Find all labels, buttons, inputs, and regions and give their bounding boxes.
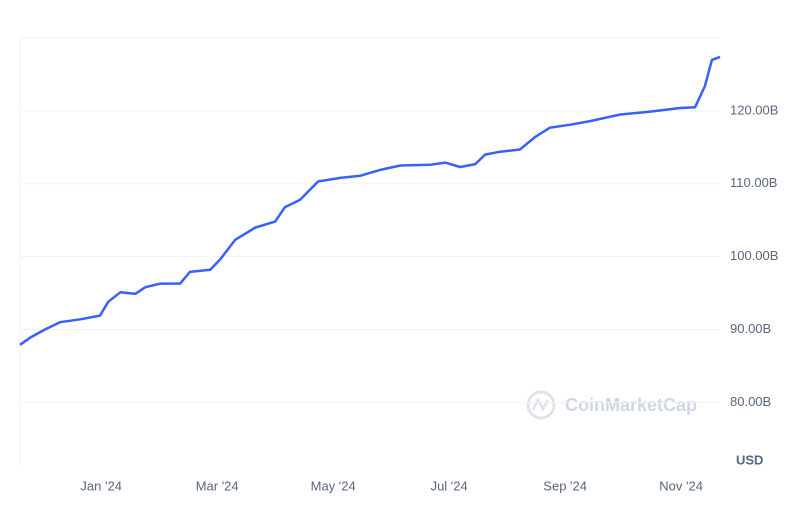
y-tick-label: 110.00B — [730, 175, 777, 190]
x-tick-label: Mar '24 — [196, 478, 239, 493]
line-series — [19, 55, 721, 346]
y-tick-label: 120.00B — [730, 102, 778, 117]
x-tick-label: May '24 — [311, 478, 356, 493]
x-tick-label: Jan '24 — [80, 478, 122, 493]
watermark-logo — [526, 390, 556, 420]
y-unit-label: USD — [736, 452, 763, 467]
watermark: CoinMarketCap — [565, 395, 697, 415]
x-tick-label: Jul '24 — [431, 478, 468, 493]
x-tick-label: Sep '24 — [543, 478, 587, 493]
y-tick-label: 100.00B — [730, 248, 778, 263]
x-tick-label: Nov '24 — [659, 478, 703, 493]
y-tick-label: 80.00B — [730, 394, 771, 409]
y-tick-label: 90.00B — [730, 321, 771, 336]
